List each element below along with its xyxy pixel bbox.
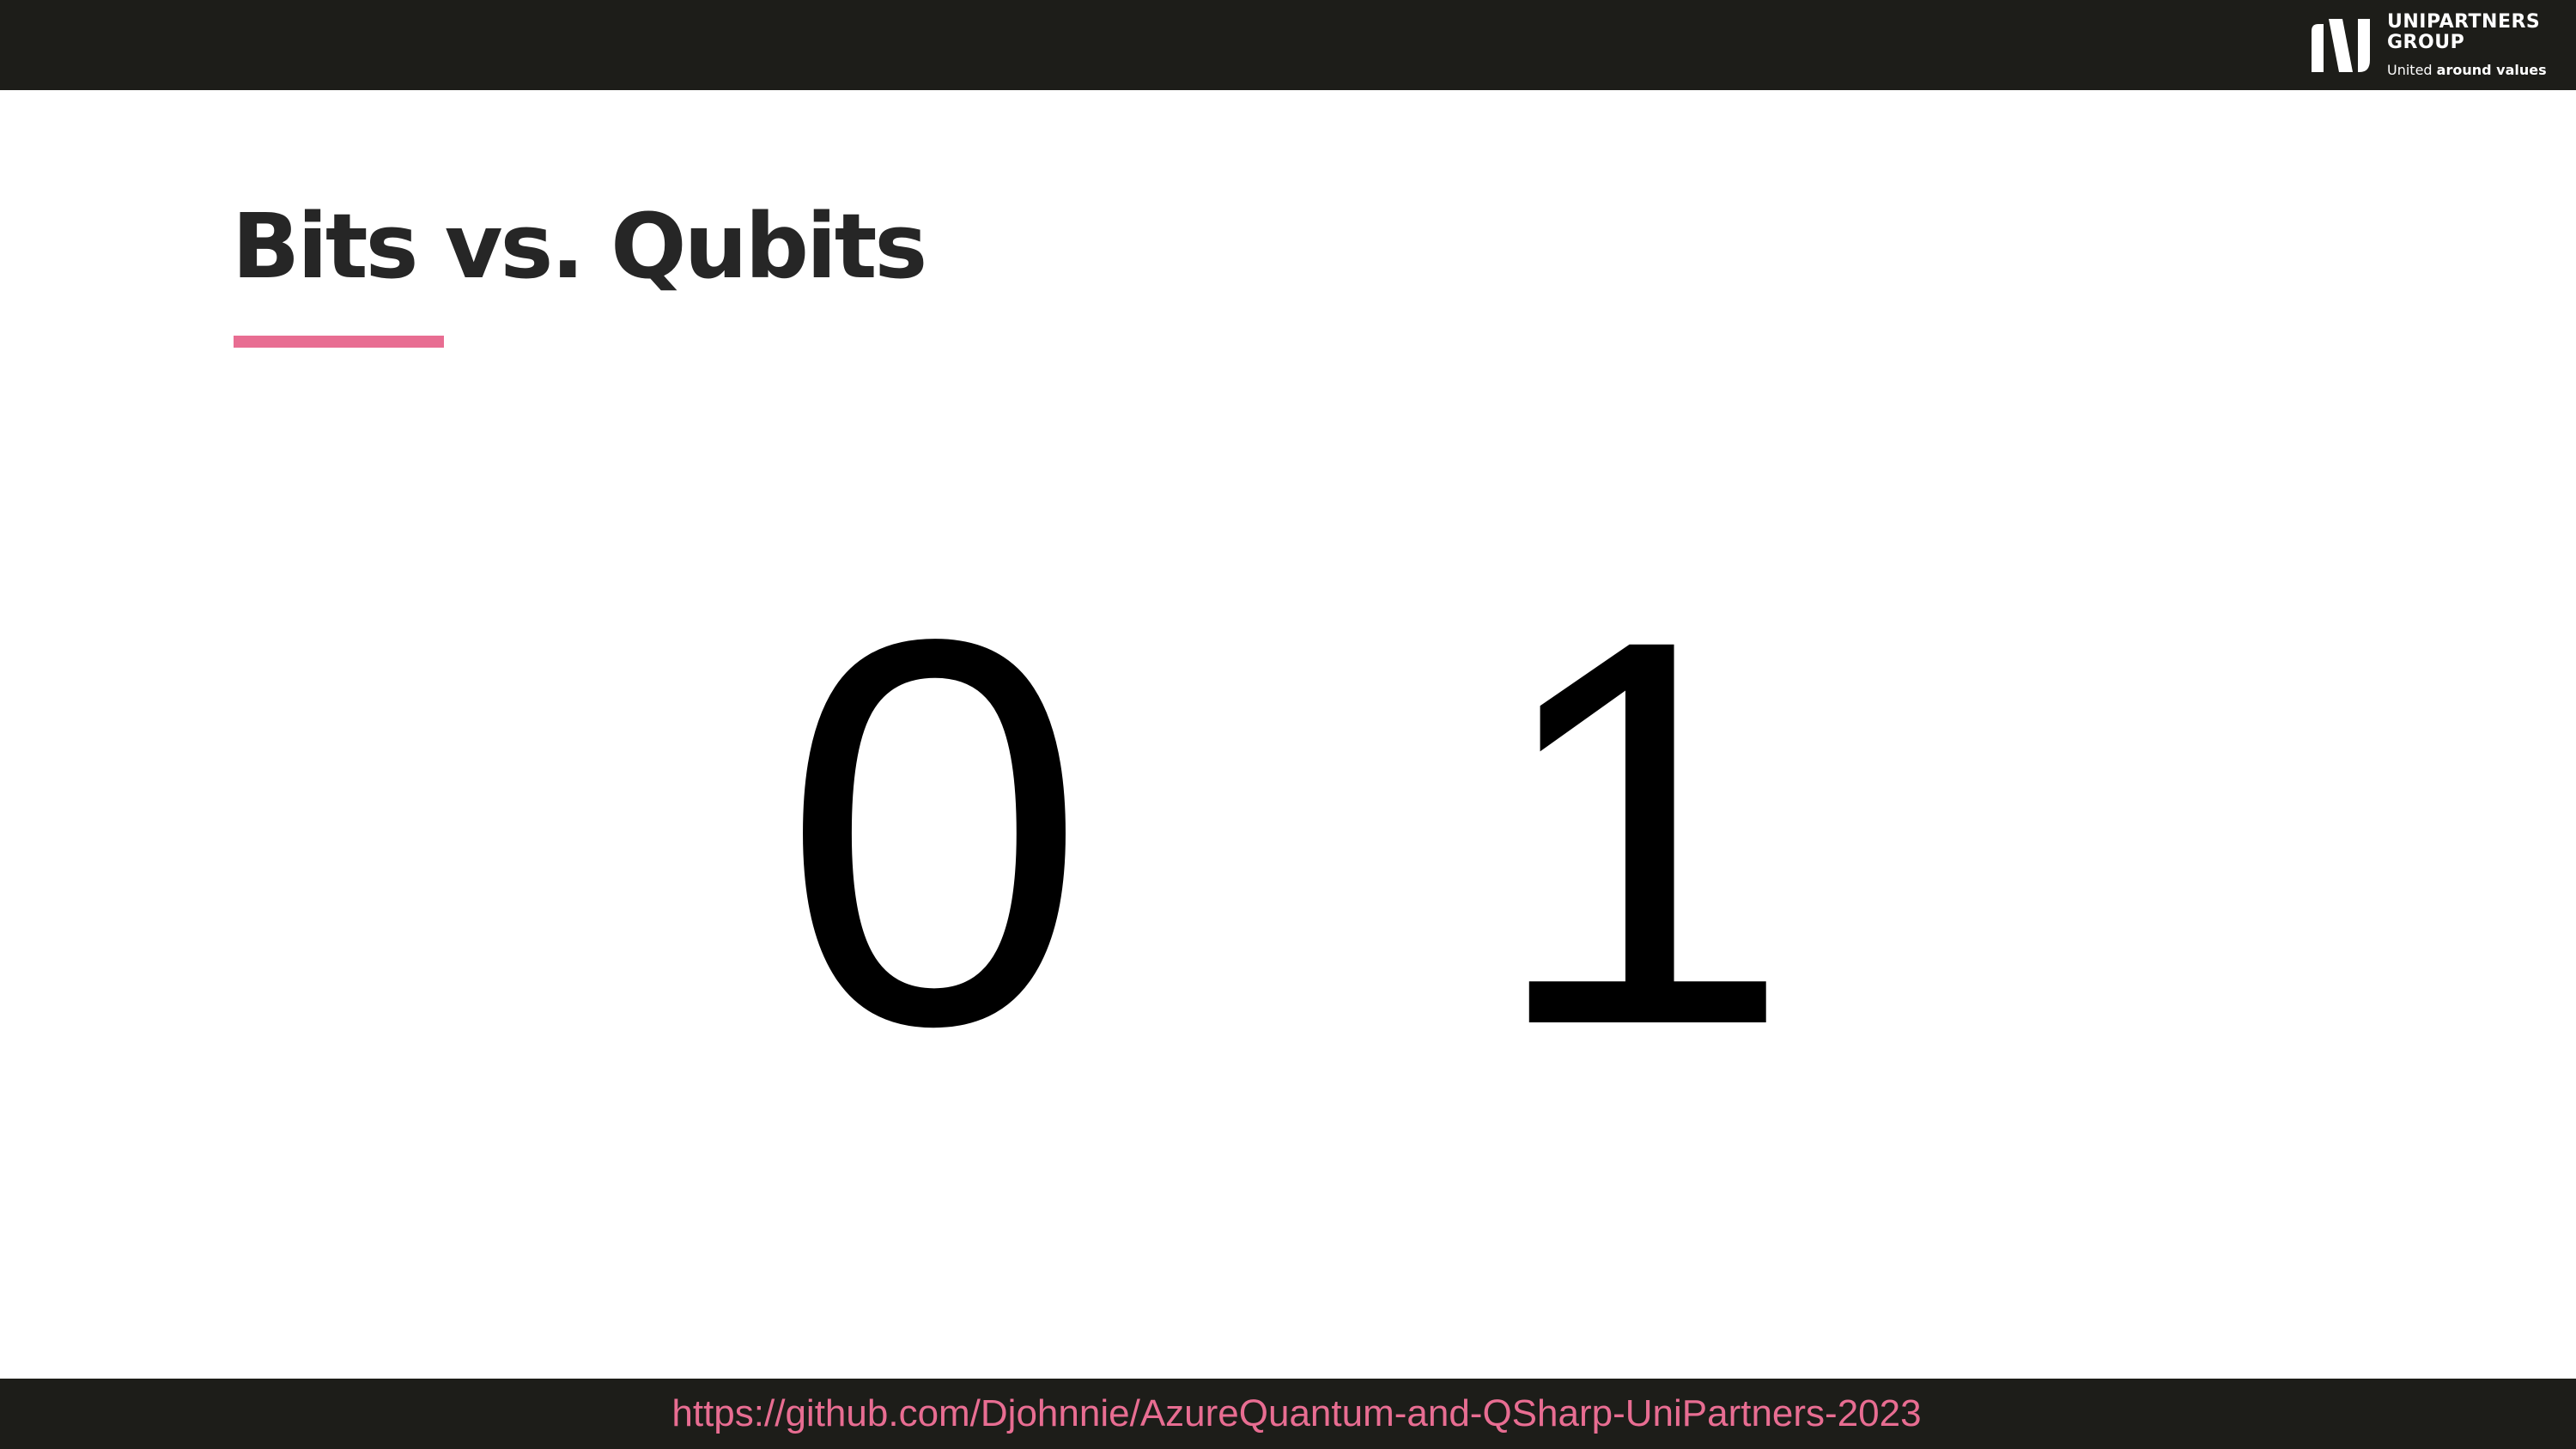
github-repo-link[interactable]: https://github.com/Djohnnie/AzureQuantum… [671, 1392, 1922, 1434]
logo-name: UNIPARTNERS GROUP [2387, 11, 2541, 53]
logo-tagline-prefix: United [2387, 62, 2433, 78]
slide-title: Bits vs. Qubits [232, 194, 927, 299]
unipartners-logo-icon [2312, 19, 2370, 72]
unipartners-logo: UNIPARTNERS GROUP United around values [2308, 12, 2559, 79]
bit-one: 1 [1487, 525, 1793, 1139]
bit-zero: 0 [781, 525, 1087, 1139]
title-underline [234, 336, 444, 348]
logo-tagline: United around values [2387, 62, 2559, 79]
logo-tagline-bold: around values [2436, 62, 2547, 78]
bottom-bar: https://github.com/Djohnnie/AzureQuantum… [0, 1379, 2576, 1449]
top-bar: UNIPARTNERS GROUP United around values [0, 0, 2576, 90]
